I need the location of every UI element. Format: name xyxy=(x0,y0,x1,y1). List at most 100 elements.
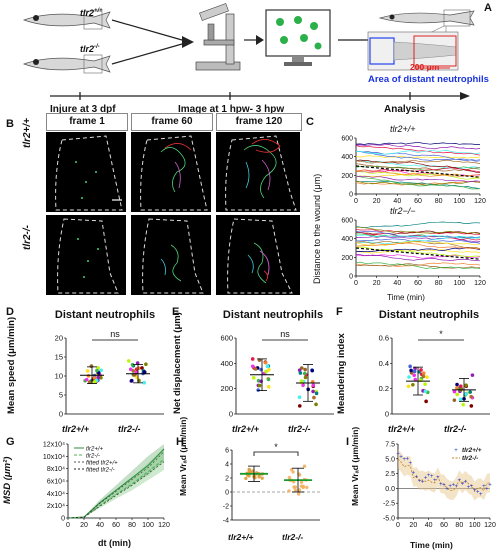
data-point xyxy=(250,364,255,369)
data-point xyxy=(412,369,417,374)
c-top-title: tlr2+/+ xyxy=(390,124,416,134)
h-plot: -4 -2 0 2 4 6 * xyxy=(223,442,320,525)
trajectory-line xyxy=(356,150,481,155)
e-ylabel: Net displacement (μm) xyxy=(172,312,183,414)
y-tick-label: 200 xyxy=(220,384,233,393)
trajectory-line xyxy=(355,254,481,262)
data-point xyxy=(311,389,315,394)
data-point: + xyxy=(405,456,409,462)
data-point xyxy=(130,362,135,367)
step-injure: Injure at 3 dpf xyxy=(50,104,116,115)
timeline-bar xyxy=(50,92,470,100)
data-point xyxy=(263,360,268,365)
g-xlabel: dt (min) xyxy=(98,538,131,548)
data-point xyxy=(140,366,144,370)
y-tick-label: 10x10⁴ xyxy=(43,454,65,461)
y-tick-label: 20 xyxy=(55,334,63,343)
data-point xyxy=(419,368,423,372)
panel-label-g: G xyxy=(6,436,15,448)
data-point xyxy=(97,371,101,375)
legend-label: tlr2+/+ xyxy=(462,447,482,454)
data-point xyxy=(299,480,304,484)
trajectory-line xyxy=(355,159,481,164)
trajectory-line xyxy=(355,180,481,186)
y-tick-label: 0.4 xyxy=(379,359,389,368)
x-tick-label: 80 xyxy=(435,280,443,287)
data-point: + xyxy=(464,480,468,486)
data-point xyxy=(293,485,298,489)
panel-label-c: C xyxy=(306,116,314,128)
data-point xyxy=(92,376,97,380)
data-point xyxy=(303,367,307,372)
x-tick-label: 100 xyxy=(453,280,465,287)
x-tick-label: 100 xyxy=(453,198,465,205)
data-point xyxy=(425,375,429,379)
data-point xyxy=(297,488,302,492)
x-tick-label: 0 xyxy=(66,522,70,529)
x-tick-label: 20 xyxy=(373,198,381,205)
data-point xyxy=(99,368,103,373)
data-point: + xyxy=(442,483,446,489)
data-point xyxy=(310,368,315,373)
data-point xyxy=(250,357,255,361)
data-point xyxy=(298,371,303,375)
data-point xyxy=(413,377,418,382)
data-point xyxy=(458,397,463,402)
i-plot: -5.0-2.50.02.55.07.50 20 40 60 80 100 120++ + ++… xyxy=(383,442,496,530)
data-point xyxy=(303,375,308,380)
e-title: Distant neutrophils xyxy=(222,309,324,321)
data-point xyxy=(300,366,304,370)
data-point xyxy=(301,485,305,490)
c-top-plot: 0 200 400 600 0 20 40 60 80 100 120 xyxy=(341,136,486,206)
data-point: + xyxy=(399,454,403,460)
y-tick-label: 4x10⁴ xyxy=(47,491,65,498)
h-ylabel: Mean Vrₐd (μm/min) xyxy=(178,416,188,496)
y-tick-label: -2.5 xyxy=(383,501,395,508)
microscopy-ko-frame120 xyxy=(216,215,300,295)
x-tick-label: 0 xyxy=(354,198,358,205)
y-tick-label: 0.0 xyxy=(385,486,395,493)
y-tick-label: 2.5 xyxy=(385,471,395,478)
confidence-band xyxy=(398,449,490,501)
data-point xyxy=(96,375,100,380)
data-point xyxy=(469,394,473,399)
arrow-to-screen xyxy=(244,35,264,45)
y-tick-label: 400 xyxy=(220,359,233,368)
data-point xyxy=(311,383,316,388)
data-point: + xyxy=(412,471,416,477)
trajectory-line xyxy=(355,155,481,159)
data-point xyxy=(87,380,92,384)
data-point xyxy=(423,389,428,394)
trajectory-line xyxy=(355,180,481,186)
y-tick-label: 5.0 xyxy=(385,456,395,463)
mean-trend-line xyxy=(355,165,481,178)
x-tick-label: 80 xyxy=(435,198,443,205)
fitted-line xyxy=(67,461,165,519)
step-analysis: Analysis xyxy=(384,104,426,115)
x-tick-label: 60 xyxy=(440,522,448,529)
data-point xyxy=(301,383,305,388)
row-label-ko: tlr2-/- xyxy=(22,225,33,250)
data-point xyxy=(287,489,291,493)
legend-label: fitted tlr2+/+ xyxy=(86,461,118,467)
data-point xyxy=(129,378,134,383)
data-point: + xyxy=(445,487,449,493)
scale-bar-label: 200 μm xyxy=(410,62,440,72)
data-point xyxy=(455,382,459,387)
trajectory-line xyxy=(355,230,481,241)
data-point: + xyxy=(455,484,459,490)
microscopy-wt-frame120 xyxy=(216,132,300,212)
microscopy-wt-frame60 xyxy=(131,132,211,212)
data-point xyxy=(314,402,318,407)
data-point: + xyxy=(488,483,492,489)
y-tick-label: 5 xyxy=(59,391,63,400)
y-tick-label: 0 xyxy=(59,410,63,419)
area-distant-neutrophils-label: Area of distant neutrophils xyxy=(368,74,489,85)
legend-label: tlr2+/+ xyxy=(86,447,104,453)
trajectory-line xyxy=(355,240,481,249)
data-point xyxy=(413,366,417,371)
c-bottom-title: tlr2−/− xyxy=(390,206,416,216)
trajectory-line xyxy=(355,175,481,190)
d-xcat-ko: tlr2-/- xyxy=(118,424,141,434)
significance-bracket xyxy=(253,451,299,456)
